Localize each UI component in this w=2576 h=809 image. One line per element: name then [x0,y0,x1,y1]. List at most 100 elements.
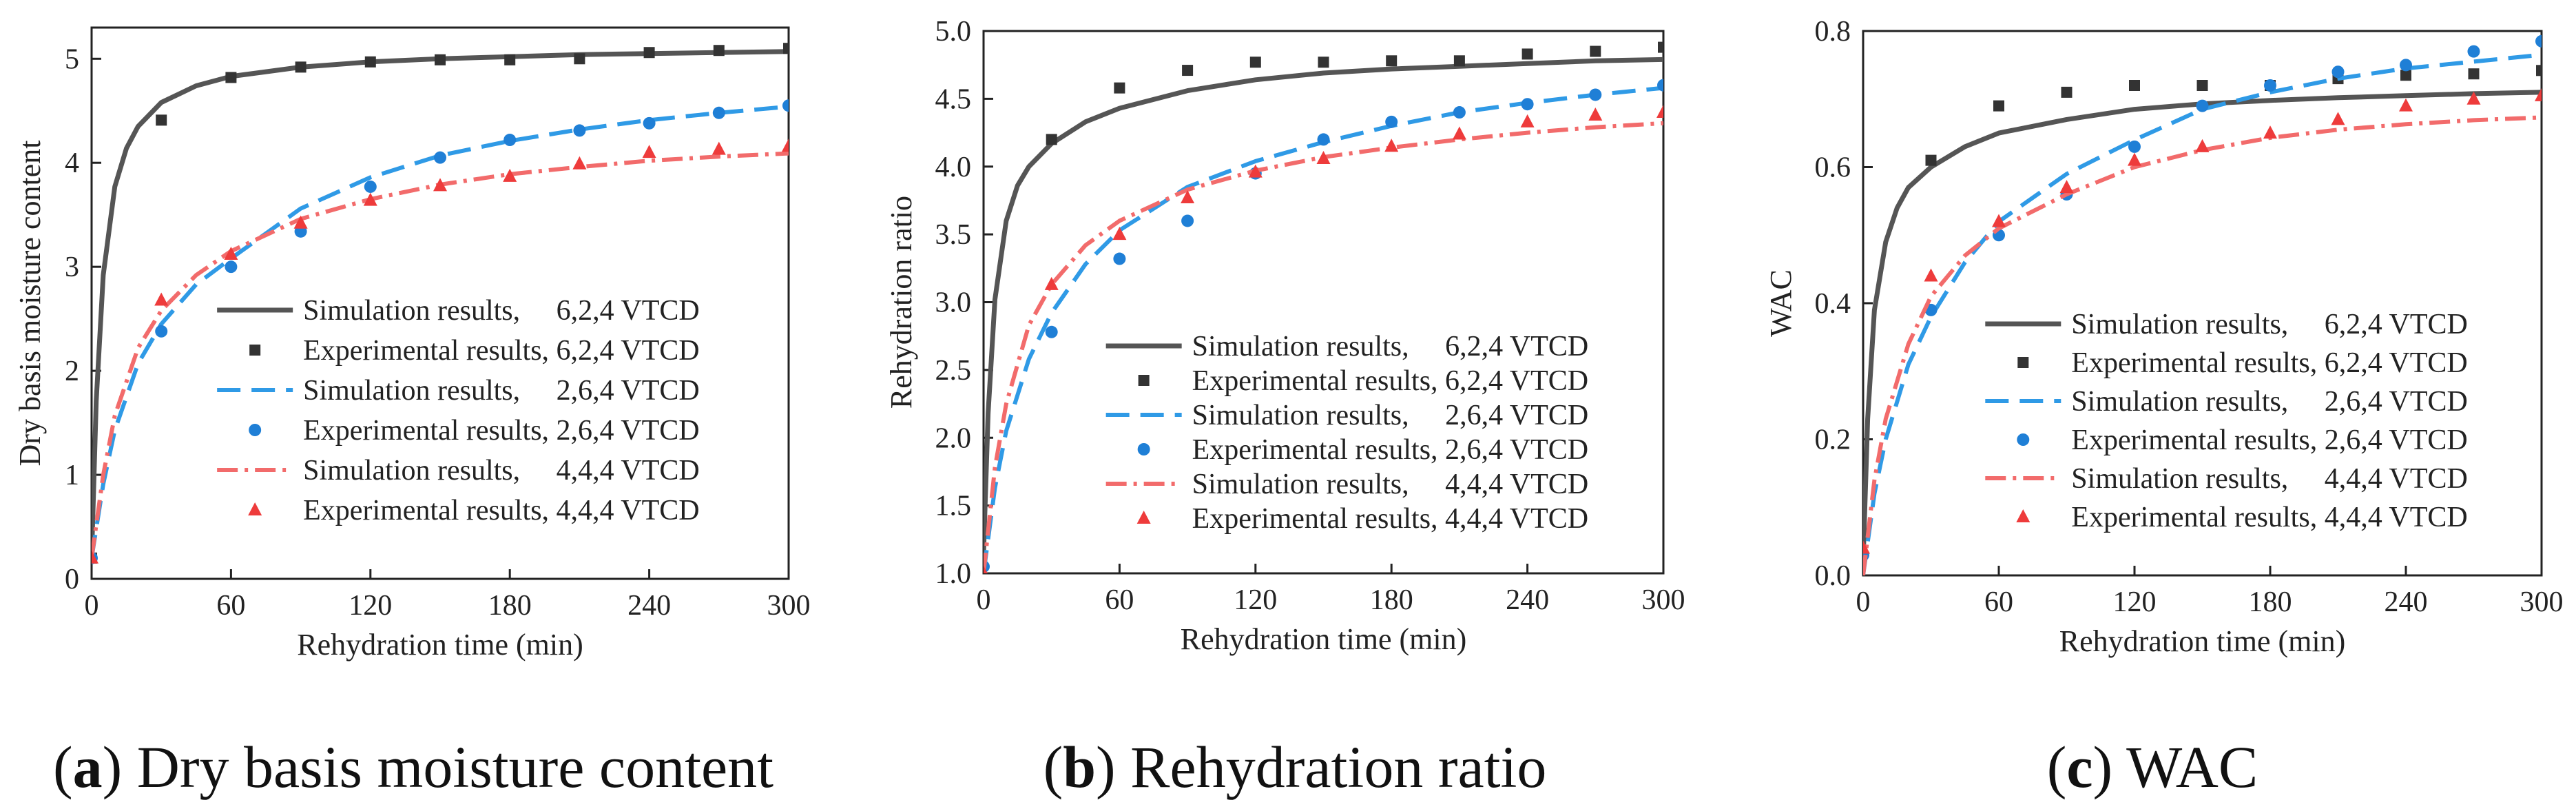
y-tick-label: 3.5 [935,219,972,251]
chart-panel-c: 0 60 120 180 240 300 0.0 0.2 0.4 0.6 0.8 Rehydratio… [1764,16,2564,658]
data-point-triangle [1316,150,1331,164]
y-tick-label: 0 [65,564,79,595]
data-point-square [2468,68,2480,80]
caption-a: (a) Dry basis moisture content [53,734,773,800]
data-point-circle [573,124,586,137]
data-point-circle [364,180,377,193]
x-tick-label: 0 [977,584,991,616]
legend-marker-square [249,345,261,356]
data-point-circle [643,116,656,130]
data-point-square [435,54,446,65]
data-point-circle [1181,214,1194,227]
data-point-circle [712,106,725,119]
legend-marker-triangle [248,502,262,515]
x-tick-label: 60 [1984,586,2013,618]
legend-marker-triangle [2016,509,2030,522]
data-point-square [713,45,725,57]
data-point-triangle [1656,105,1663,119]
legend-label: Simulation results, 4,4,4 VTCD [2071,463,2468,495]
y-axis-label: WAC [1764,269,1798,337]
data-point-triangle [711,141,726,155]
caption-c: (c) WAC [2047,734,2258,800]
series-line-sim_444 [1863,115,2542,575]
y-tick-label: 5 [65,43,79,75]
legend-marker-circle [1137,443,1150,455]
data-point-triangle [1044,276,1059,290]
plot-frame [90,26,790,580]
x-tick-label: 240 [2385,586,2428,618]
data-point-triangle [2535,88,2542,101]
y-tick-label: 0.8 [1815,16,1851,48]
data-point-circle [1385,115,1398,128]
series-line-sim_624 [1863,90,2542,562]
data-point-square [1114,82,1125,94]
legend-label: Simulation results, 2,6,4 VTCD [1192,400,1589,431]
x-tick-label: 240 [627,590,671,622]
legend-marker-square [1138,375,1150,386]
data-point-circle [2196,99,2209,112]
series-line-sim_264 [1863,52,2542,575]
legend-label: Experimental results, 4,4,4 VTCD [2071,502,2467,533]
data-point-square [2536,65,2542,76]
y-axis-label: Rehydration ratio [884,196,918,409]
x-axis-label: Rehydration time (min) [297,628,583,662]
data-point-circle [2331,65,2345,79]
legend-marker-triangle [1136,511,1151,524]
data-point-triangle [1248,164,1263,178]
x-tick-label: 120 [349,590,392,622]
data-point-circle [1113,252,1126,265]
data-point-triangle [433,178,447,192]
legend-marker-circle [249,424,262,436]
x-tick-label: 180 [488,590,532,622]
series-line-sim_264 [92,104,789,559]
x-axis-label: Rehydration time (min) [1181,622,1466,656]
legend-label: Experimental results, 4,4,4 VTCD [1192,503,1588,535]
chart-panel-a: 0 60 120 180 240 300 0 1 2 3 4 5 Rehydration time (m… [13,26,811,662]
data-point-square [364,56,376,68]
chart-panel-b: 0 60 120 180 240 300 1.0 1.5 2.0 2.5 3.0 3.5 4.0 4.5 5… [884,16,1685,656]
legend: Simulation results, 6,2,4 VTCD Experiment… [1985,309,2468,533]
data-point-triangle [782,139,789,152]
x-tick-label: 120 [1234,584,1277,616]
data-point-square [783,43,789,54]
series-group [1863,34,2542,575]
data-point-triangle [293,215,308,229]
legend: Simulation results, 6,2,4 VTCD Experiment… [217,295,700,526]
legend-label: Experimental results, 6,2,4 VTCD [2071,347,2467,379]
data-point-circle [225,260,238,274]
data-point-circle [1317,133,1330,146]
caption-b: (b) Rehydration ratio [1043,734,1547,800]
y-tick-label: 1.5 [935,491,972,522]
y-tick-label: 2.5 [935,355,972,387]
data-point-triangle [92,550,98,564]
legend-label: Simulation results, 4,4,4 VTCD [303,455,700,487]
legend-label: Simulation results, 6,2,4 VTCD [303,295,700,327]
data-point-triangle [642,145,656,158]
y-tick-label: 2.0 [935,422,972,454]
data-point-triangle [1924,268,1938,282]
legend-label: Experimental results, 4,4,4 VTCD [303,495,699,526]
y-tick-label: 2 [65,356,79,387]
y-tick-label: 0.0 [1815,560,1851,592]
data-point-square [1925,154,1937,166]
data-point-square [1182,65,1194,76]
x-tick-label: 60 [216,590,245,622]
data-point-square [1658,41,1663,53]
y-tick-label: 1 [65,460,79,491]
data-point-triangle [572,156,587,170]
data-point-square [1521,48,1533,60]
legend-marker-square [2017,357,2029,368]
data-point-triangle [1452,126,1466,140]
data-point-triangle [2263,125,2277,139]
data-point-circle [1657,79,1663,92]
data-point-circle [155,325,168,338]
data-point-circle [2128,140,2141,153]
x-tick-label: 240 [1506,584,1549,616]
legend-label: Experimental results, 6,2,4 VTCD [303,335,699,367]
y-tick-label: 0.6 [1815,152,1851,184]
x-tick-label: 180 [1370,584,1413,616]
data-point-circle [1453,106,1466,119]
data-point-circle [503,134,517,147]
data-point-square [1993,100,2004,112]
x-tick-label: 300 [2520,586,2564,618]
